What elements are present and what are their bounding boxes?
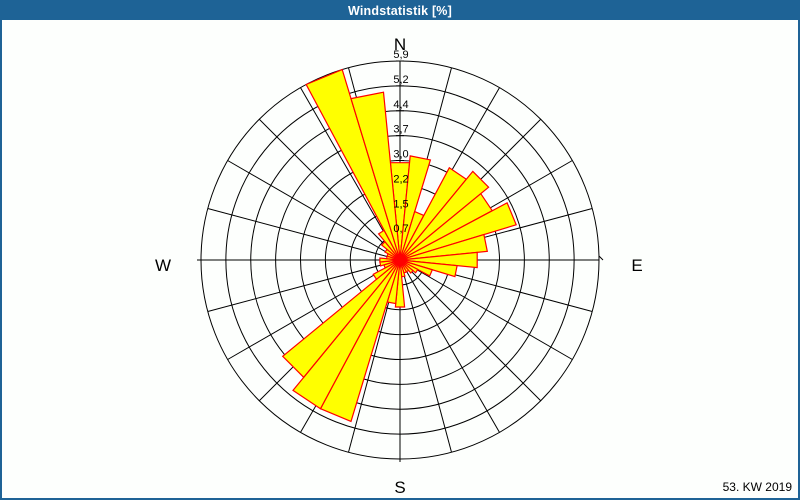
ring-label: 3,7: [393, 124, 408, 136]
compass-label-n: N: [394, 35, 406, 54]
center-hub: [395, 255, 405, 265]
ring-label: 0,7: [393, 223, 408, 235]
grid-spoke: [410, 265, 573, 360]
grid-spoke: [207, 262, 389, 312]
grid-spoke: [405, 270, 500, 433]
compass-label-e: E: [631, 256, 642, 275]
grid-spoke: [408, 268, 542, 402]
grid-spoke: [300, 87, 395, 250]
ring-label: 4,4: [393, 99, 408, 111]
window-title: Windstatistik [%]: [348, 4, 452, 18]
grid-spoke: [258, 118, 392, 252]
grid-spoke: [227, 160, 390, 255]
compass-label-s: S: [394, 478, 405, 497]
grid-spoke: [227, 265, 390, 360]
axis-tick: [598, 255, 604, 261]
ring-label: 3,0: [393, 149, 408, 161]
ring-label: 1,5: [393, 198, 408, 210]
grid-spoke: [207, 208, 389, 258]
ring-label: 5,9: [393, 49, 408, 61]
compass-label-w: W: [155, 256, 171, 275]
ring-label: 5,2: [393, 74, 408, 86]
period-label: 53. KW 2019: [722, 480, 792, 494]
title-bar: Windstatistik [%]: [2, 2, 798, 20]
ring-label: 2,2: [393, 173, 408, 185]
wind-sector: [350, 91, 401, 261]
wind-sector: [281, 259, 401, 379]
grid-spoke: [402, 271, 452, 453]
